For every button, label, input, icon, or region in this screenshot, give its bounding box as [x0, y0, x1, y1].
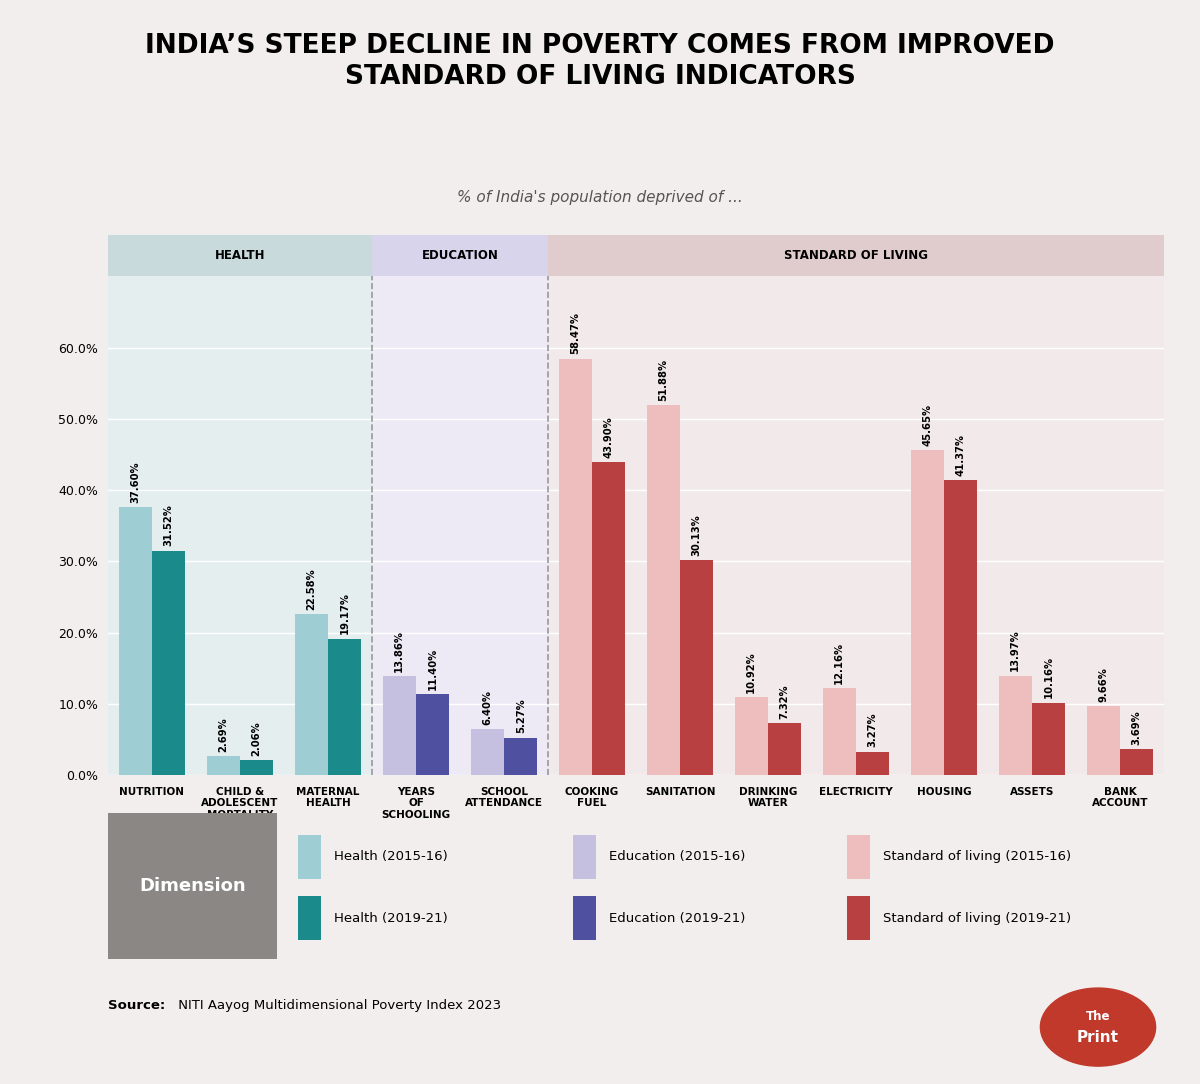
Bar: [911, 450, 944, 775]
Text: NITI Aayog Multidimensional Poverty Index 2023: NITI Aayog Multidimensional Poverty Inde…: [174, 999, 502, 1012]
Bar: [108, 813, 277, 959]
Text: The: The: [1086, 1010, 1110, 1023]
Bar: [372, 235, 548, 276]
Circle shape: [1040, 989, 1156, 1067]
Text: 3.69%: 3.69%: [1132, 710, 1141, 745]
Bar: [572, 835, 596, 879]
Text: 37.60%: 37.60%: [131, 462, 140, 503]
Bar: [998, 675, 1032, 775]
Bar: [383, 676, 416, 775]
Text: Education (2019-21): Education (2019-21): [608, 912, 745, 925]
Text: % of India's population deprived of ...: % of India's population deprived of ...: [457, 190, 743, 205]
Bar: [768, 723, 802, 775]
Bar: [416, 694, 450, 775]
Text: 19.17%: 19.17%: [340, 592, 349, 634]
Bar: [470, 730, 504, 775]
Bar: [558, 359, 592, 775]
Text: 51.88%: 51.88%: [659, 359, 668, 401]
Bar: [152, 551, 186, 775]
Text: 2.69%: 2.69%: [218, 717, 228, 751]
Text: Print: Print: [1078, 1030, 1120, 1045]
Text: 6.40%: 6.40%: [482, 691, 492, 725]
Text: 22.58%: 22.58%: [306, 568, 317, 610]
Bar: [108, 276, 372, 775]
Bar: [680, 560, 714, 775]
Bar: [734, 697, 768, 775]
Text: Standard of living (2019-21): Standard of living (2019-21): [883, 912, 1072, 925]
Bar: [847, 835, 870, 879]
Bar: [856, 752, 889, 775]
Text: Dimension: Dimension: [139, 877, 246, 895]
Bar: [1086, 707, 1120, 775]
Text: 7.32%: 7.32%: [780, 684, 790, 719]
Text: 2.06%: 2.06%: [252, 721, 262, 757]
Bar: [847, 896, 870, 940]
Text: 11.40%: 11.40%: [427, 647, 438, 689]
Bar: [108, 235, 372, 276]
Text: 5.27%: 5.27%: [516, 698, 526, 733]
Bar: [240, 760, 274, 775]
Text: Source:: Source:: [108, 999, 166, 1012]
Text: 31.52%: 31.52%: [163, 504, 174, 546]
Text: 13.97%: 13.97%: [1010, 630, 1020, 671]
Bar: [548, 276, 1164, 775]
Text: Standard of living (2015-16): Standard of living (2015-16): [883, 851, 1072, 863]
Text: Health (2019-21): Health (2019-21): [334, 912, 448, 925]
Text: 43.90%: 43.90%: [604, 416, 613, 459]
Text: INDIA’S STEEP DECLINE IN POVERTY COMES FROM IMPROVED
STANDARD OF LIVING INDICATO: INDIA’S STEEP DECLINE IN POVERTY COMES F…: [145, 33, 1055, 90]
Text: Education (2015-16): Education (2015-16): [608, 851, 745, 863]
Bar: [944, 480, 978, 775]
Text: 45.65%: 45.65%: [923, 403, 932, 446]
Bar: [294, 615, 328, 775]
Bar: [1032, 702, 1066, 775]
Text: 30.13%: 30.13%: [691, 515, 702, 556]
Text: 10.16%: 10.16%: [1044, 656, 1054, 698]
Bar: [298, 835, 322, 879]
Bar: [298, 896, 322, 940]
Bar: [1120, 749, 1153, 775]
Text: STANDARD OF LIVING: STANDARD OF LIVING: [784, 249, 928, 262]
Text: EDUCATION: EDUCATION: [421, 249, 498, 262]
Bar: [572, 896, 596, 940]
Bar: [206, 756, 240, 775]
Bar: [548, 235, 1164, 276]
Text: 12.16%: 12.16%: [834, 642, 845, 684]
Text: 9.66%: 9.66%: [1098, 667, 1109, 702]
Text: 41.37%: 41.37%: [955, 434, 966, 476]
Bar: [119, 507, 152, 775]
Text: HEALTH: HEALTH: [215, 249, 265, 262]
Text: Health (2015-16): Health (2015-16): [334, 851, 448, 863]
Bar: [592, 463, 625, 775]
Bar: [822, 688, 856, 775]
Text: 13.86%: 13.86%: [395, 630, 404, 672]
Bar: [328, 638, 361, 775]
Bar: [647, 405, 680, 775]
Text: 58.47%: 58.47%: [570, 312, 581, 354]
Bar: [372, 276, 548, 775]
Text: 10.92%: 10.92%: [746, 651, 756, 693]
Bar: [504, 737, 538, 775]
Text: 3.27%: 3.27%: [868, 713, 877, 748]
